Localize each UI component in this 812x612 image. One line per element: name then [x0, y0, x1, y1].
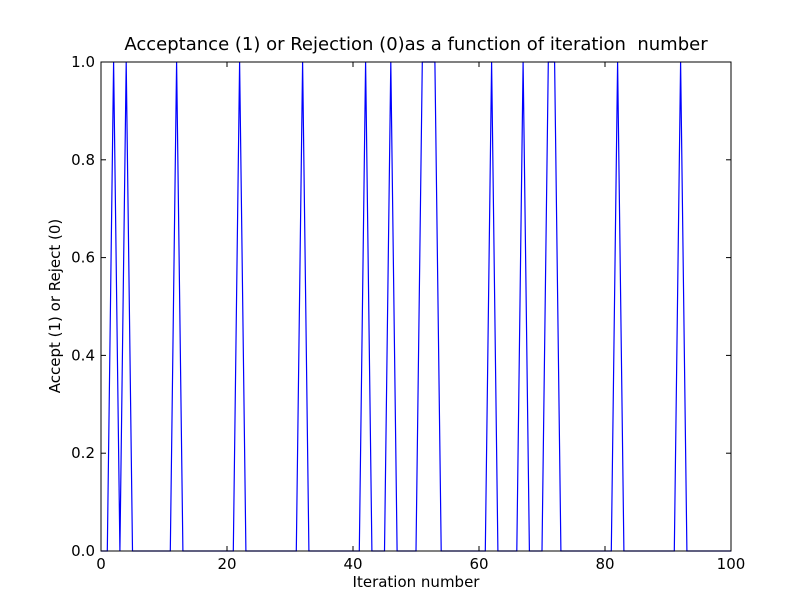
x-tick-label: 60 — [469, 555, 488, 573]
x-tick-label: 20 — [217, 555, 236, 573]
y-tick-label: 0.8 — [71, 151, 95, 169]
x-tick-label: 40 — [343, 555, 362, 573]
y-tick-label: 0.2 — [71, 444, 95, 462]
x-tick-label: 0 — [96, 555, 106, 573]
x-axis-label: Iteration number — [353, 573, 481, 591]
y-tick-label: 0.6 — [71, 249, 95, 267]
y-axis-label: Accept (1) or Reject (0) — [46, 219, 64, 394]
y-tick-label: 1.0 — [71, 53, 95, 71]
x-tick-label: 80 — [595, 555, 614, 573]
x-tick-label: 100 — [717, 555, 746, 573]
y-tick-label: 0.4 — [71, 346, 95, 364]
plot-frame — [100, 61, 732, 552]
chart-title: Acceptance (1) or Rejection (0)as a func… — [124, 34, 708, 55]
y-tick-label: 0.0 — [71, 542, 95, 560]
